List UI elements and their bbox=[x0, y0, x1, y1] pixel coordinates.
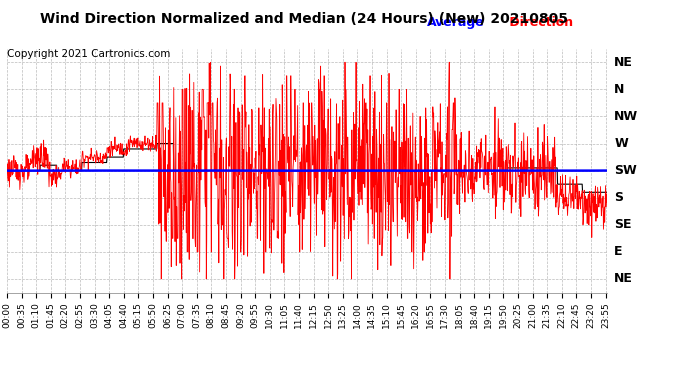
Text: NE: NE bbox=[614, 56, 633, 69]
Text: Average: Average bbox=[427, 16, 485, 29]
Text: SE: SE bbox=[614, 218, 631, 231]
Text: NE: NE bbox=[614, 273, 633, 285]
Text: S: S bbox=[614, 191, 623, 204]
Text: NW: NW bbox=[614, 110, 638, 123]
Text: N: N bbox=[614, 83, 624, 96]
Text: E: E bbox=[614, 245, 622, 258]
Text: Direction: Direction bbox=[505, 16, 573, 29]
Text: Wind Direction Normalized and Median (24 Hours) (New) 20210805: Wind Direction Normalized and Median (24… bbox=[39, 12, 568, 26]
Text: W: W bbox=[614, 137, 628, 150]
Text: Copyright 2021 Cartronics.com: Copyright 2021 Cartronics.com bbox=[7, 49, 170, 59]
Text: SW: SW bbox=[614, 164, 637, 177]
